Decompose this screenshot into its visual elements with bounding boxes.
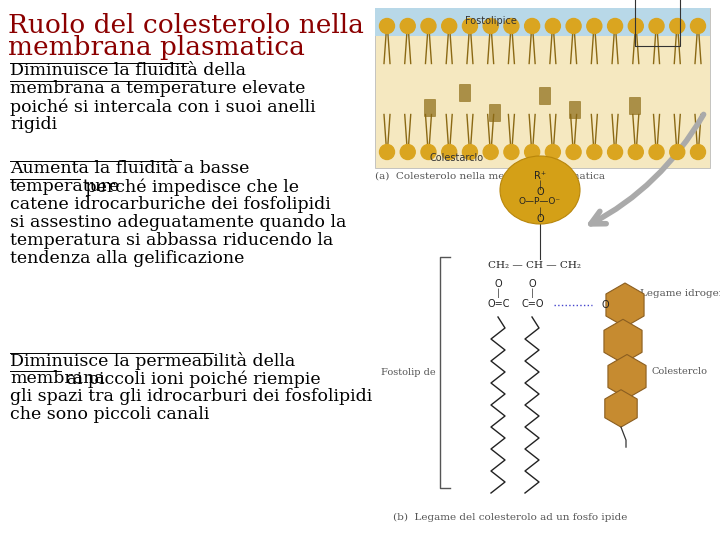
Circle shape	[504, 18, 519, 33]
Circle shape	[400, 145, 415, 159]
Text: catene idrocarburiche dei fosfolipidi: catene idrocarburiche dei fosfolipidi	[10, 196, 330, 213]
Circle shape	[400, 18, 415, 33]
Bar	[635, 0, 680, 46]
Circle shape	[545, 18, 560, 33]
Circle shape	[504, 145, 519, 159]
Text: (b)  Legame del colesterolo ad un fosfo ipide: (b) Legame del colesterolo ad un fosfo i…	[393, 513, 627, 522]
Text: O: O	[601, 300, 609, 310]
Text: tendenza alla gelificazione: tendenza alla gelificazione	[10, 250, 244, 267]
Text: C=O: C=O	[522, 299, 544, 309]
Circle shape	[421, 145, 436, 159]
Text: Colesterclo: Colesterclo	[651, 367, 707, 376]
Circle shape	[629, 145, 643, 159]
Text: gli spazi tra gli idrocarburi dei fosfolipidi: gli spazi tra gli idrocarburi dei fosfol…	[10, 388, 372, 405]
Text: CH₂ — CH — CH₂: CH₂ — CH — CH₂	[488, 260, 581, 269]
Polygon shape	[605, 390, 637, 427]
Text: O—P—O⁻: O—P—O⁻	[519, 197, 561, 206]
Circle shape	[545, 145, 560, 159]
Circle shape	[566, 145, 581, 159]
Text: │: │	[495, 289, 500, 299]
Text: Diminuisce la permeabilità della: Diminuisce la permeabilità della	[10, 352, 295, 370]
Text: perché impedisce che le: perché impedisce che le	[80, 178, 299, 195]
Circle shape	[483, 145, 498, 159]
FancyBboxPatch shape	[459, 84, 471, 102]
Circle shape	[649, 18, 664, 33]
Circle shape	[587, 145, 602, 159]
Circle shape	[566, 18, 581, 33]
Text: │: │	[529, 289, 534, 299]
Text: rigidi: rigidi	[10, 116, 57, 133]
FancyBboxPatch shape	[424, 99, 436, 117]
Text: temperatura si abbassa riducendo la: temperatura si abbassa riducendo la	[10, 232, 333, 249]
Circle shape	[670, 18, 685, 33]
Circle shape	[421, 18, 436, 33]
Text: temperature: temperature	[10, 178, 120, 195]
Circle shape	[608, 18, 623, 33]
Text: O: O	[536, 214, 544, 224]
Circle shape	[441, 145, 456, 159]
Text: membrana: membrana	[10, 370, 104, 387]
FancyBboxPatch shape	[569, 101, 581, 119]
Polygon shape	[608, 354, 646, 399]
Circle shape	[629, 18, 643, 33]
Text: Fostolipice: Fostolipice	[465, 16, 517, 26]
Polygon shape	[606, 283, 644, 327]
Text: O: O	[528, 279, 536, 289]
Text: O: O	[536, 187, 544, 197]
Circle shape	[587, 18, 602, 33]
Text: │: │	[538, 180, 542, 190]
Text: Fostolip de: Fostolip de	[382, 368, 436, 377]
Text: Colestarclo: Colestarclo	[430, 153, 484, 163]
Circle shape	[690, 18, 706, 33]
Text: O: O	[494, 279, 502, 289]
Circle shape	[525, 18, 539, 33]
Text: Ruolo del colesterolo nella: Ruolo del colesterolo nella	[8, 13, 364, 38]
Text: Legame idrogeno: Legame idrogeno	[640, 288, 720, 298]
FancyBboxPatch shape	[375, 8, 710, 36]
Text: Aumenta la fluidità a basse: Aumenta la fluidità a basse	[10, 160, 249, 177]
Circle shape	[379, 18, 395, 33]
Circle shape	[525, 145, 539, 159]
Text: membrana plasmatica: membrana plasmatica	[8, 35, 305, 60]
Circle shape	[483, 18, 498, 33]
Circle shape	[690, 145, 706, 159]
Text: (a)  Colesterolo nella membrana plasmatica: (a) Colesterolo nella membrana plasmatic…	[375, 172, 605, 181]
Circle shape	[379, 145, 395, 159]
Text: ai piccoli ioni poiché riempie: ai piccoli ioni poiché riempie	[60, 370, 320, 388]
Text: si assestino adeguatamente quando la: si assestino adeguatamente quando la	[10, 214, 346, 231]
Text: che sono piccoli canali: che sono piccoli canali	[10, 406, 210, 423]
Circle shape	[462, 18, 477, 33]
Polygon shape	[604, 319, 642, 363]
Circle shape	[670, 145, 685, 159]
Text: membrana a temperature elevate: membrana a temperature elevate	[10, 80, 305, 97]
Text: Diminuisce la fluidità della: Diminuisce la fluidità della	[10, 62, 246, 79]
FancyBboxPatch shape	[375, 8, 710, 168]
Text: R⁺: R⁺	[534, 171, 546, 181]
Circle shape	[441, 18, 456, 33]
Circle shape	[608, 145, 623, 159]
Circle shape	[649, 145, 664, 159]
FancyBboxPatch shape	[489, 104, 501, 122]
Text: O=C: O=C	[488, 299, 510, 309]
Ellipse shape	[500, 156, 580, 224]
Text: │: │	[538, 207, 542, 217]
Text: poiché si intercala con i suoi anelli: poiché si intercala con i suoi anelli	[10, 98, 315, 116]
FancyBboxPatch shape	[629, 97, 641, 115]
Circle shape	[462, 145, 477, 159]
FancyBboxPatch shape	[539, 87, 551, 105]
